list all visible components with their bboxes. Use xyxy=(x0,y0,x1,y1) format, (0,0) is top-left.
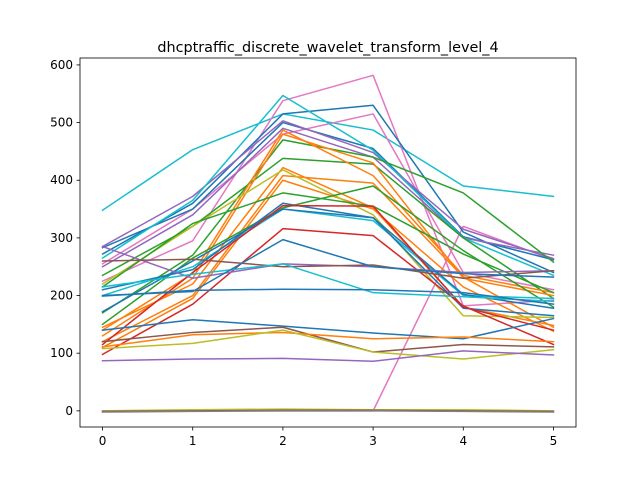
series-line-6 xyxy=(101,120,555,260)
series-line-25 xyxy=(101,258,555,279)
series-line-30 xyxy=(101,326,555,353)
series-line-7 xyxy=(101,127,555,268)
series-line-16 xyxy=(101,169,555,319)
x-tick-label-3: 3 xyxy=(369,434,377,448)
series-line-4 xyxy=(101,104,555,274)
y-tick-label-3: 300 xyxy=(50,231,73,245)
series-line-34 xyxy=(101,408,555,412)
series-line-28 xyxy=(101,288,555,306)
series-line-13 xyxy=(101,174,555,343)
x-tick-label-2: 2 xyxy=(279,434,287,448)
chart-title: dhcptraffic_discrete_wavelet_transform_l… xyxy=(157,40,498,56)
series-line-33 xyxy=(101,350,555,363)
y-tick-label-6: 600 xyxy=(50,58,73,72)
series-line-20 xyxy=(101,208,555,317)
x-tick-label-1: 1 xyxy=(189,434,197,448)
y-tick-label-0: 0 xyxy=(65,404,73,418)
y-tick-label-4: 400 xyxy=(50,173,73,187)
series-line-29 xyxy=(101,317,555,340)
series-line-2 xyxy=(101,74,555,307)
axes-frame xyxy=(79,57,577,428)
x-tick-label-5: 5 xyxy=(550,434,558,448)
series-line-12 xyxy=(101,133,555,337)
y-tick-label-5: 500 xyxy=(50,116,73,130)
series-line-8 xyxy=(101,94,555,277)
series-line-26 xyxy=(101,263,555,303)
series-line-32 xyxy=(101,329,555,360)
ticks-layer: 0 1 2 3 4 5 0 100 200 300 400 500 600 xyxy=(50,58,557,448)
series-line-22 xyxy=(101,227,555,356)
y-tick-label-1: 100 xyxy=(50,346,73,360)
x-tick-label-0: 0 xyxy=(99,434,107,448)
series-line-31 xyxy=(101,331,555,348)
y-tick-label-2: 200 xyxy=(50,289,73,303)
series-line-11 xyxy=(101,129,555,332)
x-tick-label-4: 4 xyxy=(459,434,467,448)
series-line-3 xyxy=(101,113,555,291)
series-layer xyxy=(101,74,555,413)
series-line-36 xyxy=(101,410,555,413)
series-line-23 xyxy=(101,204,555,346)
series-line-27 xyxy=(101,238,555,297)
